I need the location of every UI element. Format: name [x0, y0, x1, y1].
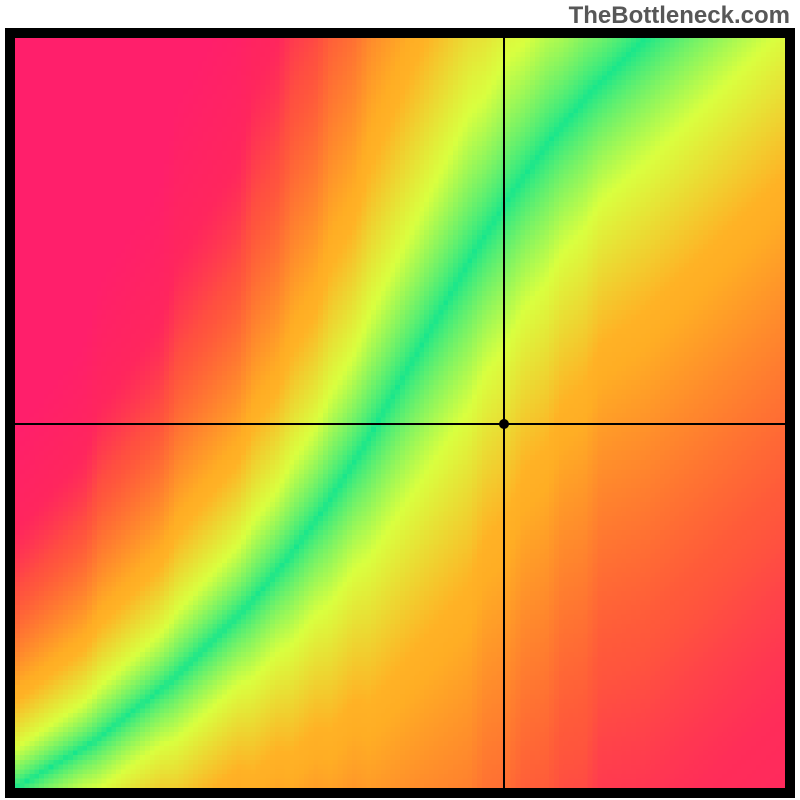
crosshair-marker [499, 419, 509, 429]
bottleneck-heatmap [15, 38, 785, 788]
crosshair-horizontal [15, 423, 785, 425]
crosshair-vertical [503, 38, 505, 788]
chart-container: TheBottleneck.com [0, 0, 800, 800]
watermark-text: TheBottleneck.com [569, 2, 790, 30]
